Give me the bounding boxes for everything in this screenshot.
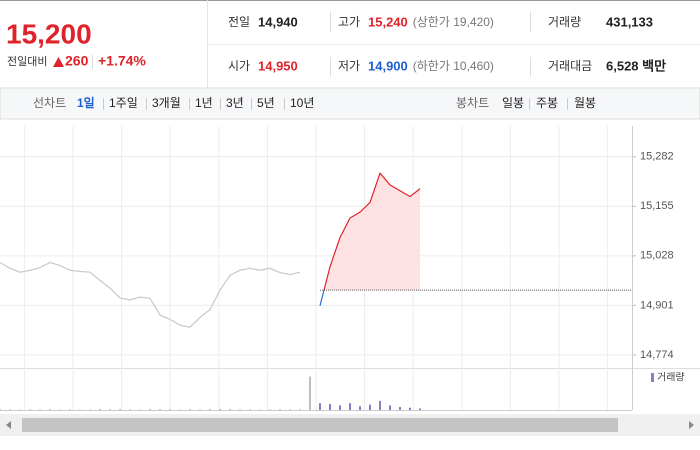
volume-bar [389, 405, 391, 410]
volume-bar [179, 409, 181, 410]
quote-label: 거래대금 [548, 59, 592, 73]
legend-swatch [651, 373, 654, 382]
tab[interactable]: 주봉 [536, 96, 558, 110]
volume-bar [239, 409, 241, 410]
tab-group-label: 봉차트 [456, 96, 489, 110]
volume-bar [369, 404, 371, 410]
volume-bar [0, 409, 1, 410]
quote-value: 431,133 [606, 14, 653, 29]
quote-label: 저가 [338, 59, 360, 73]
y-tick-label: 15,028 [640, 250, 674, 262]
quote-label: 전일 [228, 15, 250, 29]
tab[interactable]: 월봉 [574, 96, 596, 110]
tab-group-label: 선차트 [33, 96, 66, 110]
volume-bar [49, 409, 51, 410]
volume-bar [419, 408, 421, 410]
quote-value: 15,240 [368, 14, 408, 29]
tab-bar [0, 87, 700, 120]
legend-label: 거래량 [657, 372, 685, 384]
volume-bar [379, 400, 381, 410]
volume-bar [219, 408, 221, 410]
volume-bar [409, 407, 411, 410]
y-tick-label: 14,774 [640, 349, 674, 361]
tab[interactable]: 1년 [195, 96, 213, 110]
scrollbar-thumb[interactable] [22, 418, 618, 432]
tab[interactable]: 1주일 [109, 96, 138, 110]
quote-label: 고가 [338, 15, 360, 29]
line [0, 261, 301, 328]
volume-bar [269, 409, 271, 410]
quote-note: (상한가 19,420) [413, 15, 494, 29]
volume-bar [189, 409, 191, 410]
quote-value: 14,950 [258, 58, 298, 73]
volume-bar [359, 406, 361, 410]
volume-bar [89, 409, 91, 410]
volume-bar [69, 409, 71, 410]
change-label: 전일대비 [7, 54, 47, 68]
volume-bar [299, 409, 301, 410]
volume-bar [339, 405, 341, 410]
tab[interactable]: 3년 [226, 96, 244, 110]
tab[interactable]: 일봉 [502, 96, 524, 110]
quote-label: 시가 [228, 59, 250, 73]
quote-label: 거래량 [548, 15, 581, 29]
volume-bar [319, 403, 321, 410]
line [319, 171, 421, 306]
volume-bar [129, 409, 131, 410]
volume-bar [249, 409, 251, 410]
quote-value: 14,940 [258, 14, 298, 29]
up-icon [53, 57, 64, 67]
tab[interactable]: 1일 [77, 96, 95, 110]
volume-bar [149, 409, 151, 410]
volume-bar [289, 409, 291, 410]
change-pct: +1.74% [98, 53, 146, 69]
volume-bar [279, 409, 281, 410]
tab[interactable]: 3개월 [152, 96, 181, 110]
tab[interactable]: 5년 [257, 96, 275, 110]
quote-note: (하한가 10,460) [413, 59, 494, 73]
tab[interactable]: 10년 [290, 96, 314, 110]
price: 15,200 [6, 18, 92, 49]
volume-bar [39, 409, 41, 410]
volume-bar [199, 409, 201, 410]
scroll-left[interactable] [6, 421, 11, 429]
volume-bar [119, 409, 121, 410]
y-tick-label: 15,282 [640, 151, 674, 163]
volume-bar [399, 406, 401, 410]
volume-bar [329, 403, 331, 410]
volume-bar [99, 408, 101, 410]
volume-bar [169, 409, 171, 410]
volume-bar [209, 409, 211, 410]
quote-value: 6,528 백만 [606, 58, 666, 73]
change: 260 [65, 53, 89, 69]
volume-bar [259, 409, 261, 410]
volume-bar [159, 409, 161, 410]
y-tick-label: 14,901 [640, 299, 674, 311]
volume-bar [9, 409, 11, 410]
volume-bar [229, 408, 231, 410]
volume-bar [109, 409, 111, 410]
y-tick-label: 15,155 [640, 200, 674, 212]
scroll-right[interactable] [689, 421, 694, 429]
volume-bar [309, 376, 311, 410]
volume-bar [349, 403, 351, 410]
volume-bar [29, 409, 31, 410]
area [323, 173, 420, 291]
quote-value: 14,900 [368, 58, 408, 73]
